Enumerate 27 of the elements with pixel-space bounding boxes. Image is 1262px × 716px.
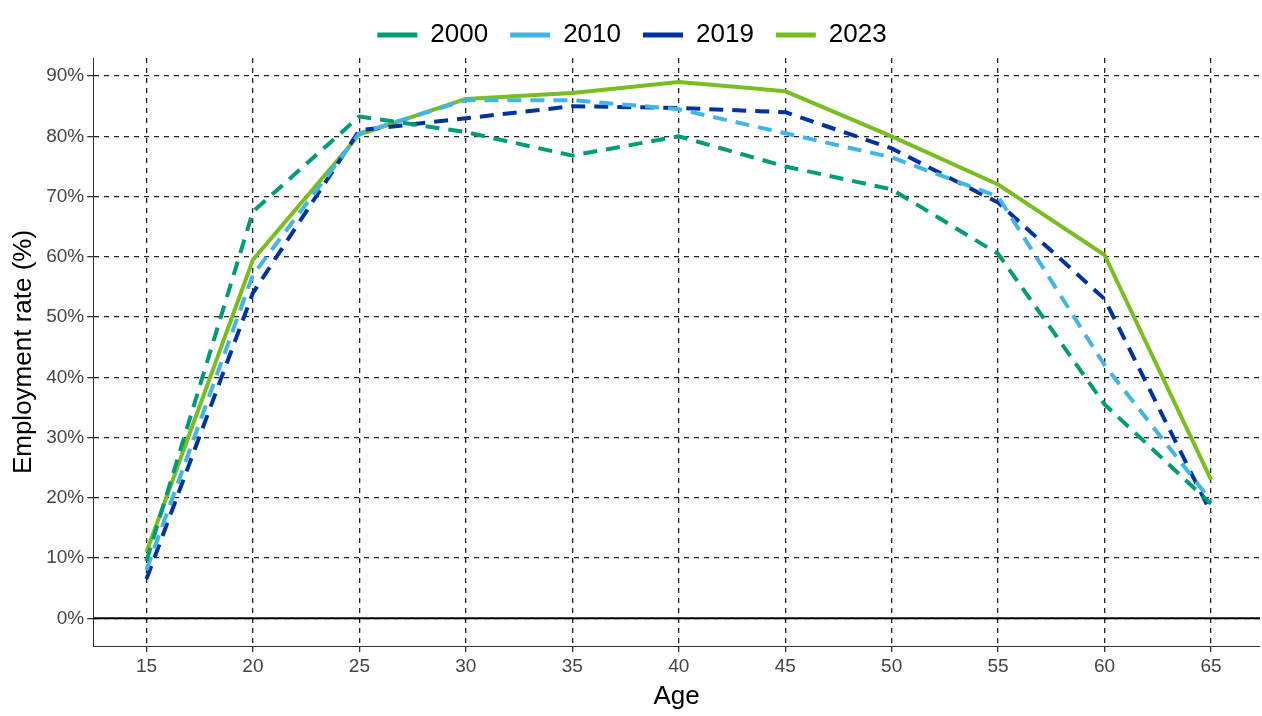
x-tick-label: 55	[987, 654, 1009, 676]
y-tick-label: 30%	[46, 425, 85, 447]
legend-label: 2023	[828, 18, 887, 49]
legend-label: 2000	[430, 18, 489, 49]
x-tick-label: 25	[348, 654, 370, 676]
y-tick-label: 80%	[46, 124, 85, 146]
y-tick-label: 60%	[46, 245, 85, 267]
x-tick-label: 60	[1094, 654, 1116, 676]
x-tick-label: 40	[668, 654, 690, 676]
x-tick-label: 50	[881, 654, 903, 676]
x-tick-label: 65	[1200, 654, 1222, 676]
y-tick-label: 0%	[56, 606, 85, 628]
x-tick-label: 30	[455, 654, 477, 676]
x-tick-label: 35	[561, 654, 583, 676]
x-axis-title: Age	[653, 679, 700, 710]
x-tick-label: 45	[774, 654, 796, 676]
legend-label: 2010	[563, 18, 621, 49]
y-tick-label: 90%	[46, 64, 85, 86]
y-tick-label: 10%	[46, 546, 85, 568]
x-tick-label: 15	[135, 654, 158, 676]
y-tick-label: 70%	[46, 184, 85, 206]
y-axis-title: Employment rate (%)	[6, 229, 37, 475]
y-tick-label: 40%	[46, 365, 85, 387]
y-tick-label: 20%	[46, 486, 85, 508]
x-tick-label: 20	[242, 654, 264, 676]
legend-label: 2019	[696, 18, 754, 49]
y-tick-label: 50%	[46, 305, 85, 327]
